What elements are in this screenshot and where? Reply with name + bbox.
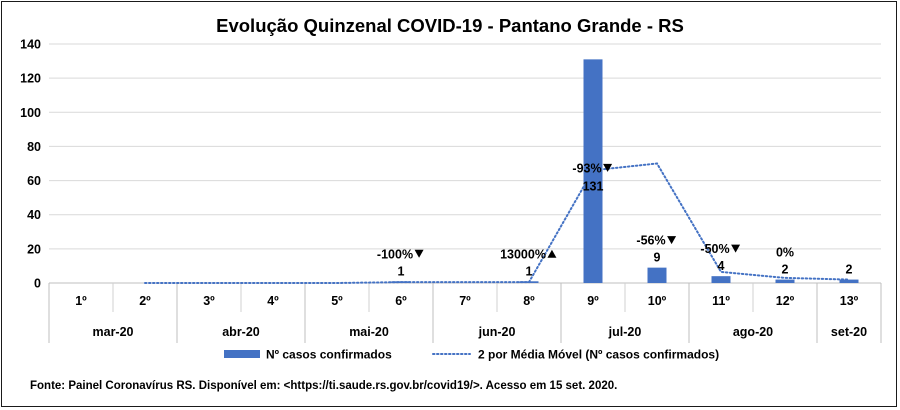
arrow-down-icon (414, 249, 424, 258)
y-tick-label: 20 (27, 242, 41, 256)
bar (711, 276, 731, 283)
y-tick-label: 0 (34, 277, 41, 291)
y-tick-label: 60 (27, 174, 41, 188)
x-tick-label: 13º (840, 294, 859, 308)
x-group-label: set-20 (831, 325, 867, 339)
change-label: -93% (572, 161, 601, 175)
change-label: 0% (776, 246, 794, 260)
x-group-label: jul-20 (608, 325, 642, 339)
x-group-label: mai-20 (349, 325, 389, 339)
data-label: 9 (654, 251, 661, 265)
x-tick-label: 3º (203, 294, 215, 308)
source-note: Fonte: Painel Coronavírus RS. Disponível… (30, 380, 618, 392)
x-group-label: abr-20 (222, 325, 260, 339)
x-tick-label: 1º (75, 294, 87, 308)
bar (839, 279, 859, 283)
arrow-down-icon (603, 163, 613, 172)
y-tick-label: 100 (20, 106, 41, 120)
y-tick-label: 120 (20, 72, 41, 86)
x-tick-label: 2º (139, 294, 151, 308)
arrow-up-icon (547, 249, 557, 258)
data-label: 4 (718, 259, 725, 273)
change-label: -56% (636, 234, 665, 248)
y-tick-label: 140 (20, 38, 41, 52)
change-label: -100% (377, 247, 413, 261)
legend-entry: Nº casos confirmados (266, 348, 392, 362)
moving-average-line (144, 162, 850, 284)
x-tick-label: 11º (712, 294, 730, 308)
data-label: 2 (846, 263, 853, 277)
data-label: 131 (583, 179, 604, 193)
y-tick-label: 80 (27, 140, 41, 154)
x-tick-label: 12º (776, 294, 795, 308)
x-tick-label: 7º (459, 294, 471, 308)
change-label: 13000% (500, 247, 546, 261)
bar (775, 279, 795, 283)
data-label: 1 (526, 264, 533, 278)
arrow-down-icon (667, 236, 677, 245)
x-group-label: mar-20 (93, 325, 134, 339)
x-tick-label: 8º (523, 294, 535, 308)
data-label: 1 (398, 264, 405, 278)
data-label: 2 (782, 263, 789, 277)
chart-title: Evolução Quinzenal COVID-19 - Pantano Gr… (216, 15, 684, 36)
x-group-label: jun-20 (478, 325, 516, 339)
x-tick-label: 9º (587, 294, 599, 308)
x-group-label: ago-20 (733, 325, 773, 339)
x-tick-label: 4º (267, 294, 279, 308)
bar (647, 267, 667, 283)
legend-entry: 2 por Média Móvel (Nº casos confirmados) (478, 348, 719, 362)
change-label: -50% (700, 242, 729, 256)
y-tick-label: 40 (27, 208, 41, 222)
x-tick-label: 6º (395, 294, 407, 308)
arrow-down-icon (731, 244, 741, 253)
x-tick-label: 5º (331, 294, 343, 308)
legend-bar-swatch (224, 350, 260, 358)
x-tick-label: 10º (648, 294, 667, 308)
